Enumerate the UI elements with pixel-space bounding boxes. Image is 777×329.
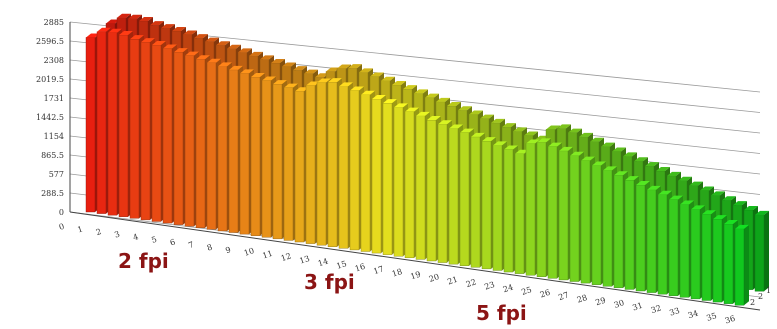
depth-tick-label: 2 <box>750 298 755 307</box>
y-tick-label: 2308 <box>44 56 64 65</box>
x-tick-label: 34 <box>687 309 699 321</box>
x-tick-label: 25 <box>520 285 532 297</box>
x-tick-label: 12 <box>280 251 292 263</box>
x-tick-label: 17 <box>372 264 384 276</box>
x-tick-label: 24 <box>502 283 514 295</box>
y-tick-label: 288.5 <box>41 189 64 198</box>
x-tick-label: 6 <box>169 237 177 247</box>
y-tick-label: 0 <box>59 208 64 217</box>
x-tick-label: 16 <box>354 262 366 274</box>
y-tick-label: 865.5 <box>41 151 64 160</box>
x-tick-label: 22 <box>465 277 477 289</box>
x-tick-label: 5 <box>150 235 158 245</box>
depth-tick-label: 1 <box>766 286 771 295</box>
annotation-5-fpi: 5 fpi <box>476 301 527 325</box>
annotation-2-fpi: 2 fpi <box>118 249 169 273</box>
annotation-3-fpi: 3 fpi <box>304 270 355 294</box>
chart-bars <box>85 13 769 306</box>
x-tick-label: 7 <box>187 240 195 250</box>
y-tick-label: 1154 <box>44 132 64 141</box>
x-tick-label: 33 <box>668 306 680 318</box>
x-axis-ticks: 0 1 2 3 4 5 6 7 8 9 10 11 12 13 14 15 16 17 18 19 20 21 22 23 24… <box>58 222 736 326</box>
bar-back <box>754 210 769 292</box>
floor-line <box>69 211 761 311</box>
x-tick-label: 21 <box>446 275 458 287</box>
x-tick-label: 29 <box>594 296 606 308</box>
bar-front <box>734 224 749 306</box>
x-tick-label: 27 <box>557 290 569 302</box>
x-tick-label: 31 <box>631 301 643 313</box>
x-tick-label: 0 <box>58 222 66 232</box>
x-tick-label: 36 <box>724 314 736 326</box>
x-tick-label: 30 <box>613 298 625 310</box>
x-tick-label: 3 <box>113 230 121 240</box>
x-tick-label: 35 <box>705 311 717 323</box>
depth-tick-label: 2 <box>758 292 763 301</box>
y-tick-label: 1442.5 <box>36 113 64 122</box>
y-tick-label: 2885 <box>44 18 64 27</box>
x-tick-label: 9 <box>224 245 232 255</box>
y-tick-label: 577 <box>49 170 64 179</box>
x-tick-label: 32 <box>650 303 662 315</box>
x-tick-label: 4 <box>132 232 140 242</box>
x-tick-label: 23 <box>483 280 495 292</box>
x-tick-label: 19 <box>409 270 421 282</box>
x-tick-label: 15 <box>335 259 347 271</box>
x-tick-label: 26 <box>539 288 551 300</box>
y-tick-label: 1731 <box>44 94 64 103</box>
y-tick-label: 2596.5 <box>36 37 64 46</box>
x-tick-label: 13 <box>298 254 310 266</box>
x-tick-label: 14 <box>317 257 329 269</box>
x-tick-label: 28 <box>576 293 588 305</box>
x-tick-label: 20 <box>428 272 440 284</box>
x-tick-label: 2 <box>95 227 103 237</box>
x-tick-label: 18 <box>391 267 403 279</box>
x-tick-label: 1 <box>76 224 84 234</box>
x-tick-label: 10 <box>243 246 255 258</box>
y-tick-label: 2019.5 <box>36 75 64 84</box>
depth-axis-ticks: 221 <box>750 286 771 307</box>
x-tick-label: 11 <box>261 249 273 261</box>
y-axis-ticks: 2885 2596.5 2308 2019.5 1731 1442.5 1154 865.5 5… <box>36 18 64 217</box>
x-tick-label: 8 <box>206 243 214 253</box>
